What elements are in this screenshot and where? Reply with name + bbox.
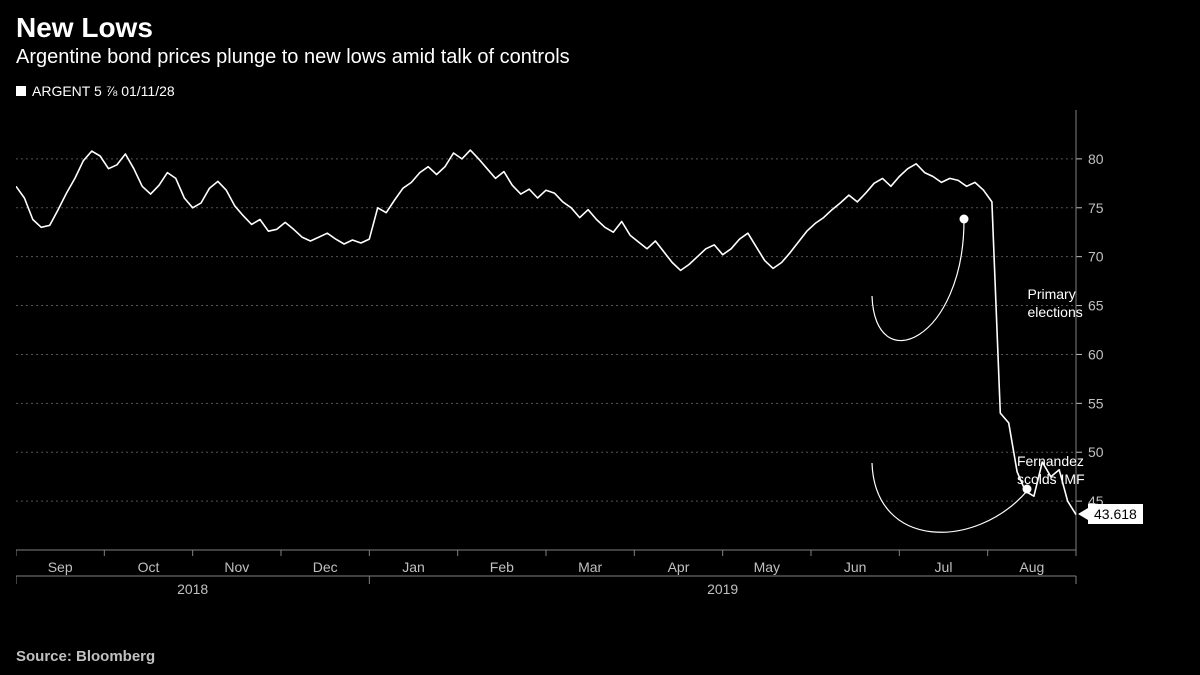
svg-text:Oct: Oct bbox=[138, 559, 160, 575]
svg-text:Apr: Apr bbox=[668, 559, 690, 575]
legend-label: ARGENT 5 ⅞ 01/11/28 bbox=[32, 83, 175, 99]
svg-text:55: 55 bbox=[1088, 395, 1104, 411]
chart-subtitle: Argentine bond prices plunge to new lows… bbox=[0, 46, 1200, 79]
svg-text:50: 50 bbox=[1088, 444, 1104, 460]
svg-text:May: May bbox=[754, 559, 780, 575]
svg-text:2018: 2018 bbox=[177, 581, 208, 597]
svg-text:65: 65 bbox=[1088, 298, 1104, 314]
legend: ARGENT 5 ⅞ 01/11/28 bbox=[0, 79, 1200, 103]
last-value-label: 43.618 bbox=[1088, 504, 1143, 524]
svg-text:Feb: Feb bbox=[490, 559, 514, 575]
svg-text:75: 75 bbox=[1088, 200, 1104, 216]
svg-text:Aug: Aug bbox=[1019, 559, 1044, 575]
chart-title: New Lows bbox=[0, 0, 1200, 46]
svg-text:70: 70 bbox=[1088, 249, 1104, 265]
svg-text:Nov: Nov bbox=[224, 559, 249, 575]
svg-text:Jul: Jul bbox=[935, 559, 953, 575]
svg-text:Sep: Sep bbox=[48, 559, 73, 575]
svg-text:60: 60 bbox=[1088, 346, 1104, 362]
svg-text:Jun: Jun bbox=[844, 559, 867, 575]
svg-text:2019: 2019 bbox=[707, 581, 738, 597]
annotation-primary-elections: Primary elections bbox=[1027, 286, 1082, 321]
legend-marker-icon bbox=[16, 86, 26, 96]
source-label: Source: Bloomberg bbox=[16, 648, 155, 665]
bond-price-line-chart: 4550556065707580SepOctNovDecJanFebMarApr… bbox=[16, 110, 1184, 620]
svg-text:Mar: Mar bbox=[578, 559, 602, 575]
svg-text:80: 80 bbox=[1088, 151, 1104, 167]
svg-text:Dec: Dec bbox=[313, 559, 338, 575]
svg-text:Jan: Jan bbox=[402, 559, 425, 575]
annotation-fernandez-scolds-imf: Fernandez scolds IMF bbox=[1017, 453, 1085, 488]
chart-container: 4550556065707580SepOctNovDecJanFebMarApr… bbox=[16, 110, 1184, 620]
